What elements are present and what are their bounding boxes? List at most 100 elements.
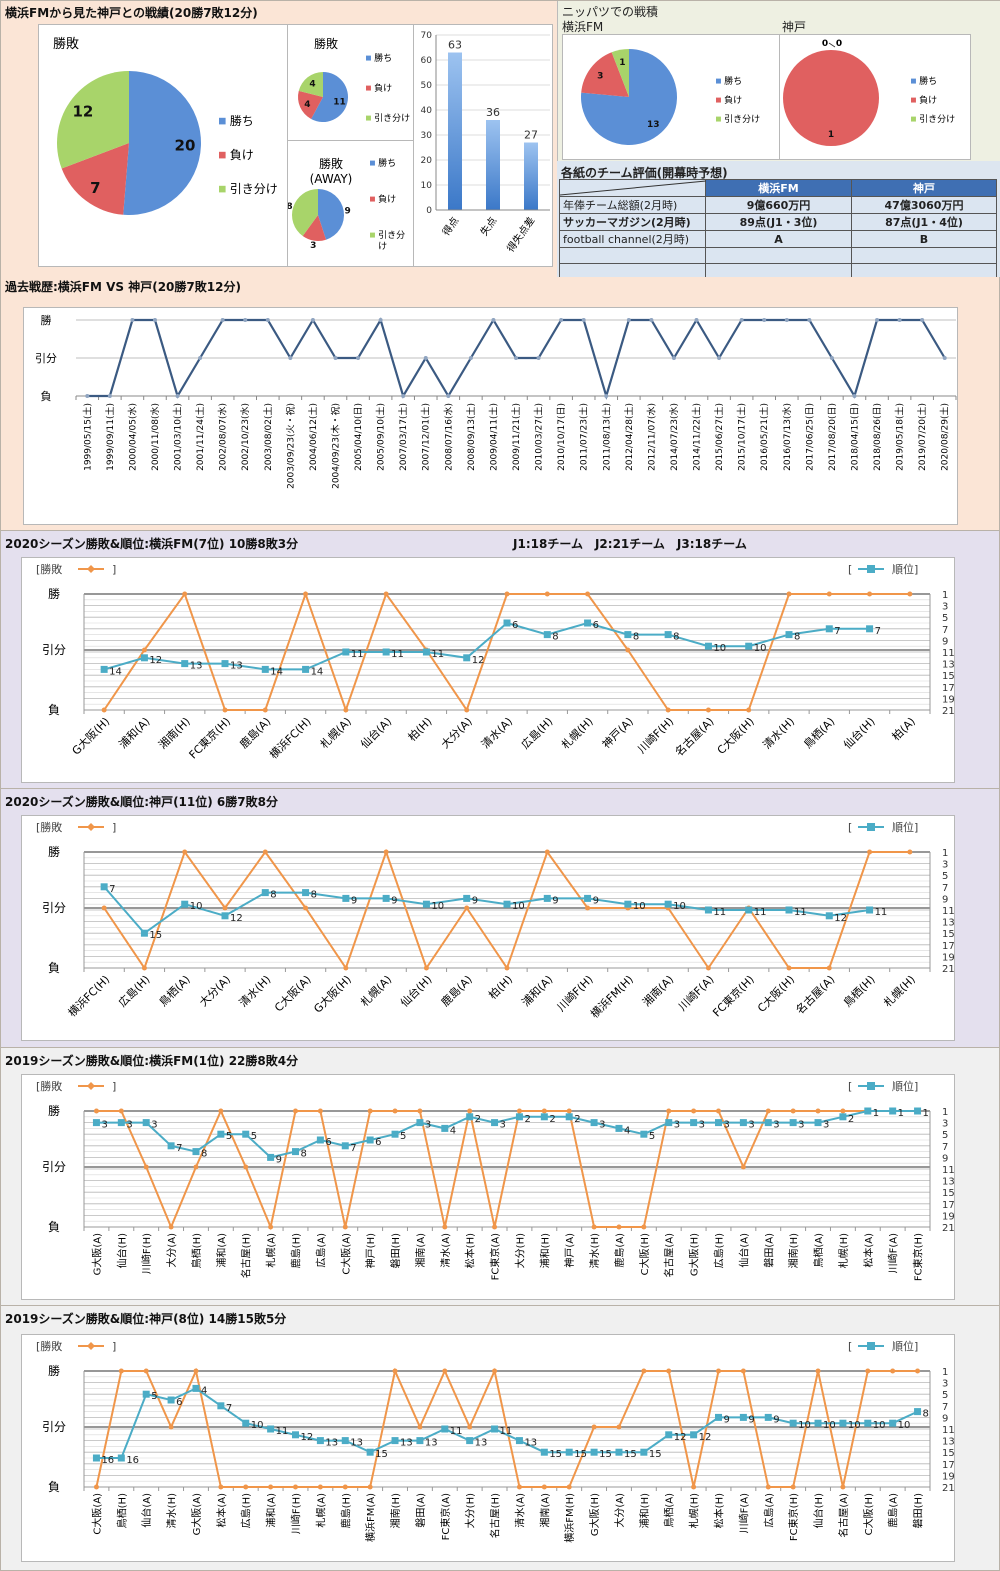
goals-bar-panel: 0 10 20 30 40 50 60 70 63 得点 36 失点 27 得失点差 — [413, 24, 553, 267]
rank-tick-label: 13 — [942, 1177, 955, 1188]
rank-point — [422, 648, 430, 656]
x-tick-label: 鳥栖(A) — [663, 1493, 676, 1528]
x-tick-label: 2003/08/02(土) — [262, 403, 274, 471]
result-point — [317, 1484, 323, 1490]
pie-slice-loss — [61, 143, 129, 215]
rank-point — [242, 1419, 250, 1427]
result-point — [356, 356, 361, 360]
legend-label-loss: 負け — [374, 82, 392, 94]
rank-point — [640, 1448, 648, 1456]
rank-legend-bracket: [ — [848, 1080, 852, 1093]
rank-point — [745, 642, 753, 650]
rank-data-label: 7 — [176, 1143, 182, 1154]
pie-title: 勝敗 — [319, 156, 343, 171]
x-tick-label: 2012/11/07(水) — [645, 403, 657, 471]
rank-point — [543, 631, 551, 639]
kobe2020-chart-panel: [勝敗][順位] 勝引分負 1 3 5 7 9 11 13 15 17 19 21 7 15 10 12 8 8 9 9… — [21, 815, 955, 1041]
rank-legend-label: 順位] — [892, 1079, 918, 1093]
ratings-row-label: 年俸チーム総額(2月時) — [559, 196, 706, 214]
result-point — [343, 707, 349, 713]
rank-point — [825, 912, 833, 920]
result-point — [616, 1424, 622, 1430]
rank-data-label: 3 — [500, 1120, 506, 1131]
result-point — [717, 356, 722, 360]
y-label: 負 — [41, 390, 52, 403]
rank-data-label: 5 — [400, 1131, 406, 1142]
rank-data-label: 3 — [425, 1120, 431, 1131]
x-tick-label: C大阪(H) — [862, 1493, 875, 1535]
y-label: 引分 — [42, 1420, 66, 1434]
result-point — [464, 707, 470, 713]
x-tick-label: 鹿島(H) — [339, 1493, 352, 1528]
x-tick-label: 2008/09/13(土) — [465, 403, 477, 471]
pie-data-label: 7 — [90, 179, 100, 197]
rank-data-label: 4 — [624, 1125, 630, 1136]
rank-point — [503, 619, 511, 627]
ratings-title: 各紙のチーム評価(開幕時予想) — [561, 166, 728, 180]
x-tick-label: 仙台(A) — [140, 1493, 153, 1528]
rank-point — [292, 1148, 299, 1156]
rank-legend-bracket: [ — [848, 821, 852, 834]
result-point — [559, 318, 564, 322]
rank-point — [267, 1153, 275, 1161]
x-tick-label: 磐田(A) — [762, 1233, 775, 1268]
result-legend-marker — [87, 565, 95, 573]
result-point — [130, 318, 135, 322]
rank-data-label: 11 — [351, 649, 364, 660]
ratings-fm-value — [705, 247, 852, 264]
x-tick-label: 湘南(H) — [389, 1493, 402, 1528]
x-tick-label: G大阪(H) — [688, 1233, 701, 1276]
x-tick-label: G大阪(A) — [90, 1233, 103, 1275]
rank-legend-bracket: [ — [848, 1340, 852, 1353]
rank-data-label: 5 — [151, 1391, 157, 1402]
kobe2019-section: 2019シーズン勝敗&順位:神戸(8位) 14勝15敗5分 [勝敗] [順位] 勝引… — [0, 1306, 1000, 1571]
x-tick-label: 湘南(A) — [414, 1233, 427, 1268]
rank-data-label: 9 — [748, 1414, 754, 1425]
rank-legend-bracket: [ — [848, 563, 852, 576]
rank-data-label: 11 — [500, 1426, 513, 1437]
x-tick-label: 大分(A) — [196, 972, 233, 1009]
pie-data-label: 0 — [822, 39, 828, 49]
rank-point — [342, 894, 350, 902]
x-tick-label: 鳥栖(H) — [115, 1493, 128, 1528]
result-point — [826, 965, 832, 971]
rank-point — [664, 631, 672, 639]
result-point — [367, 1484, 373, 1490]
result-point — [262, 707, 268, 713]
result-point — [826, 591, 832, 597]
x-tick-label: 浦和(H) — [638, 1493, 651, 1528]
result-point — [467, 1108, 473, 1114]
rank-point — [889, 1419, 897, 1427]
rank-legend-label: 順位] — [892, 1339, 918, 1353]
rank-point — [864, 1107, 872, 1115]
result-point — [829, 356, 834, 360]
rank-data-label: 13 — [350, 1438, 363, 1449]
rank-legend-label: 順位] — [892, 820, 918, 834]
league-size-note: J1:18チーム J2:21チーム J3:18チーム — [513, 537, 747, 551]
rank-tick-label: 13 — [942, 918, 955, 929]
rank-point — [302, 889, 310, 897]
rank-tick-label: 21 — [942, 1223, 955, 1234]
rank-tick-label: 13 — [942, 1437, 955, 1448]
rank-data-label: 8 — [794, 632, 800, 643]
rank-point — [261, 665, 269, 673]
rank-data-label: 1 — [898, 1108, 904, 1119]
x-tick-label: 失点 — [477, 214, 499, 238]
rank-point — [866, 906, 874, 914]
x-tick-label: FC東京(H) — [787, 1493, 800, 1541]
rank-data-label: 5 — [649, 1131, 655, 1142]
rank-data-label: 10 — [713, 643, 726, 654]
rank-data-label: 9 — [391, 895, 397, 906]
rank-point — [640, 1130, 648, 1138]
rank-point — [142, 1119, 150, 1127]
x-tick-label: 2002/08/07(水) — [217, 403, 229, 471]
x-tick-label: 2001/03/10(土) — [172, 403, 184, 471]
x-tick-label: 柏(A) — [889, 714, 918, 743]
rank-point — [515, 1113, 523, 1121]
result-point — [566, 1484, 572, 1490]
rank-tick-label: 3 — [942, 1119, 948, 1130]
pie-data-label: 13 — [647, 120, 660, 130]
result-point — [310, 318, 315, 322]
